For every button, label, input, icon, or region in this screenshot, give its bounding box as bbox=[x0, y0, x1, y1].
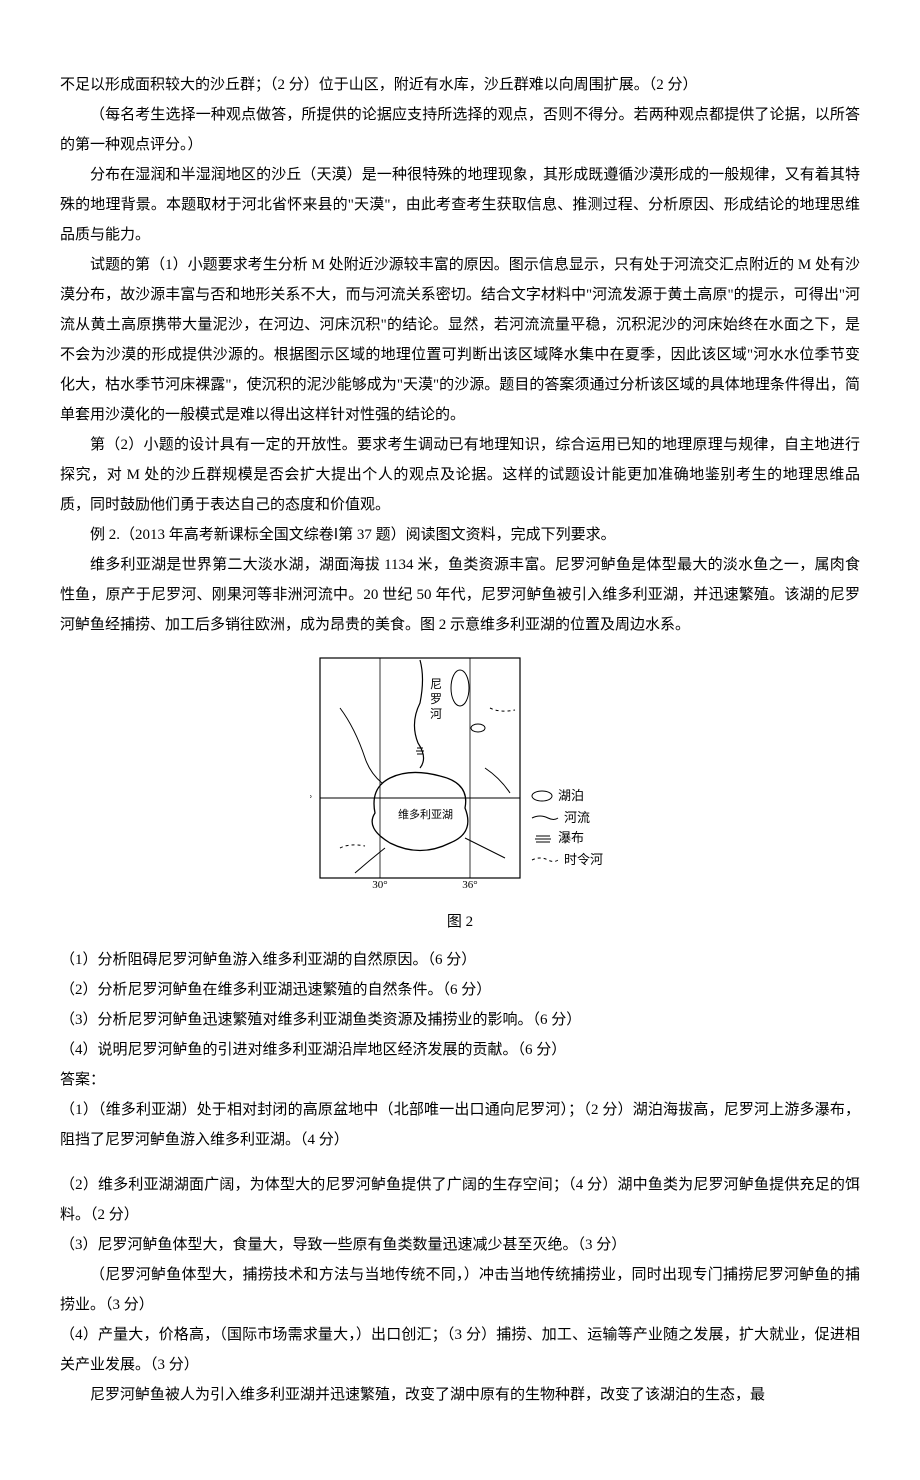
paragraph: 分布在湿润和半湿润地区的沙丘（天漠）是一种很特殊的地理现象，其形成既遵循沙漠形成… bbox=[60, 160, 860, 250]
lon36-label: 36° bbox=[462, 879, 477, 888]
paragraph: 维多利亚湖是世界第二大淡水湖，湖面海拔 1134 米，鱼类资源丰富。尼罗河鲈鱼是… bbox=[60, 550, 860, 640]
paragraph: 第（2）小题的设计具有一定的开放性。要求考生调动已有地理知识，综合运用已知的地理… bbox=[60, 430, 860, 520]
question-4: （4）说明尼罗河鲈鱼的引进对维多利亚湖沿岸地区经济发展的贡献。（6 分） bbox=[60, 1035, 860, 1065]
paragraph-last: 尼罗河鲈鱼被人为引入维多利亚湖并迅速繁殖，改变了湖中原有的生物种群，改变了该湖泊… bbox=[60, 1380, 860, 1410]
paragraph: 不足以形成面积较大的沙丘群；（2 分）位于山区，附近有水库，沙丘群难以向周围扩展… bbox=[60, 70, 860, 100]
answer-label: 答案： bbox=[60, 1065, 860, 1095]
answer-3b: （尼罗河鲈鱼体型大，捕捞技术和方法与当地传统不同，）冲击当地传统捕捞业，同时出现… bbox=[60, 1260, 860, 1320]
nile-label3: 河 bbox=[430, 707, 442, 721]
question-1: （1）分析阻碍尼罗河鲈鱼游入维多利亚湖的自然原因。（6 分） bbox=[60, 945, 860, 975]
paragraph-note: （每名考生选择一种观点做答，所提供的论据应支持所选择的观点，否则不得分。若两种观… bbox=[60, 100, 860, 160]
figure-caption: 图 2 bbox=[60, 907, 860, 937]
figure-map: 0° 30° 36° 尼 罗 河 维多利亚湖 湖泊 河流 bbox=[60, 648, 860, 899]
legend-lake: 湖泊 bbox=[558, 788, 584, 803]
answer-3a: （3）尼罗河鲈鱼体型大，食量大，导致一些原有鱼类数量迅速减少甚至灭绝。（3 分） bbox=[60, 1230, 860, 1260]
nile-label2: 罗 bbox=[430, 692, 442, 706]
answer-1: （1）（维多利亚湖）处于相对封闭的高原盆地中（北部唯一出口通向尼罗河）；（2 分… bbox=[60, 1095, 860, 1155]
lon30-label: 30° bbox=[372, 879, 387, 888]
legend-river: 河流 bbox=[564, 810, 590, 825]
paragraph: 试题的第（1）小题要求考生分析 M 处附近沙源较丰富的原因。图示信息显示，只有处… bbox=[60, 250, 860, 430]
answer-4: （4）产量大，价格高，（国际市场需求量大，）出口创汇；（3 分）捕捞、加工、运输… bbox=[60, 1320, 860, 1380]
legend: 湖泊 河流 瀑布 时令河 bbox=[532, 788, 603, 867]
question-2: （2）分析尼罗河鲈鱼在维多利亚湖迅速繁殖的自然条件。（6 分） bbox=[60, 975, 860, 1005]
map-svg: 0° 30° 36° 尼 罗 河 维多利亚湖 湖泊 河流 bbox=[310, 648, 610, 888]
example-heading: 例 2.（2013 年高考新课标全国文综卷Ⅰ第 37 题）阅读图文资料，完成下列… bbox=[60, 520, 860, 550]
legend-seasonal: 时令河 bbox=[564, 852, 603, 867]
legend-falls: 瀑布 bbox=[558, 830, 584, 845]
lake-label: 维多利亚湖 bbox=[398, 807, 453, 821]
nile-label: 尼 bbox=[430, 677, 442, 691]
equator-label: 0° bbox=[310, 793, 312, 805]
answer-2: （2）维多利亚湖湖面广阔，为体型大的尼罗河鲈鱼提供了广阔的生存空间；（4 分）湖… bbox=[60, 1170, 860, 1230]
question-3: （3）分析尼罗河鲈鱼迅速繁殖对维多利亚湖鱼类资源及捕捞业的影响。（6 分） bbox=[60, 1005, 860, 1035]
